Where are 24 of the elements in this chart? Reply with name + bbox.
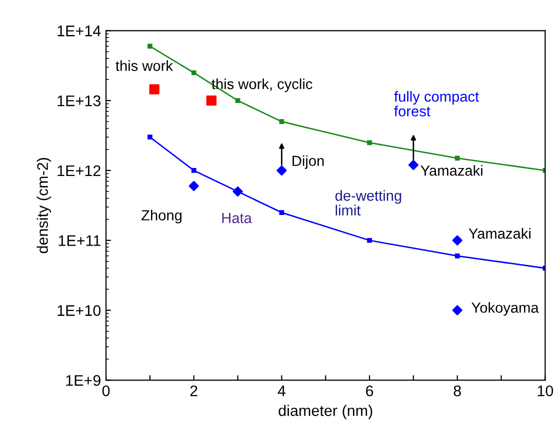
y-tick-label: 1E+13 <box>58 95 100 106</box>
y-tick-label: 1E+12 <box>58 165 100 176</box>
x-tick-label: 0 <box>102 385 110 396</box>
annotation: Dijon <box>292 155 324 169</box>
y-axis-title: density (cm-2) <box>36 158 51 254</box>
x-tick-label: 2 <box>190 385 198 396</box>
x-tick-label: 10 <box>538 385 554 396</box>
y-tick-label: 1E+9 <box>66 375 100 386</box>
annotation: de-wetting limit <box>335 190 402 216</box>
annotation: Zhong <box>142 210 182 224</box>
annotation: this work, cyclic <box>212 78 312 92</box>
x-tick-label: 4 <box>278 386 286 396</box>
y-tick-label: 1E+14 <box>58 26 101 36</box>
y-tick-label: 1E+11 <box>58 235 100 246</box>
x-axis-title: diameter (nm) <box>278 404 372 420</box>
x-tick-label: 6 <box>366 385 374 396</box>
annotation: Yokoyama <box>472 302 539 316</box>
annotation: Yamazaki <box>468 228 530 239</box>
x-tick-label: 8 <box>454 385 461 396</box>
annotation: this work <box>116 60 173 71</box>
y-tick-label: 1E+10 <box>58 305 101 316</box>
annotation: Yamazaki <box>420 165 482 176</box>
annotation: Hata <box>222 213 252 224</box>
annotation: fully compact forest <box>394 91 479 116</box>
